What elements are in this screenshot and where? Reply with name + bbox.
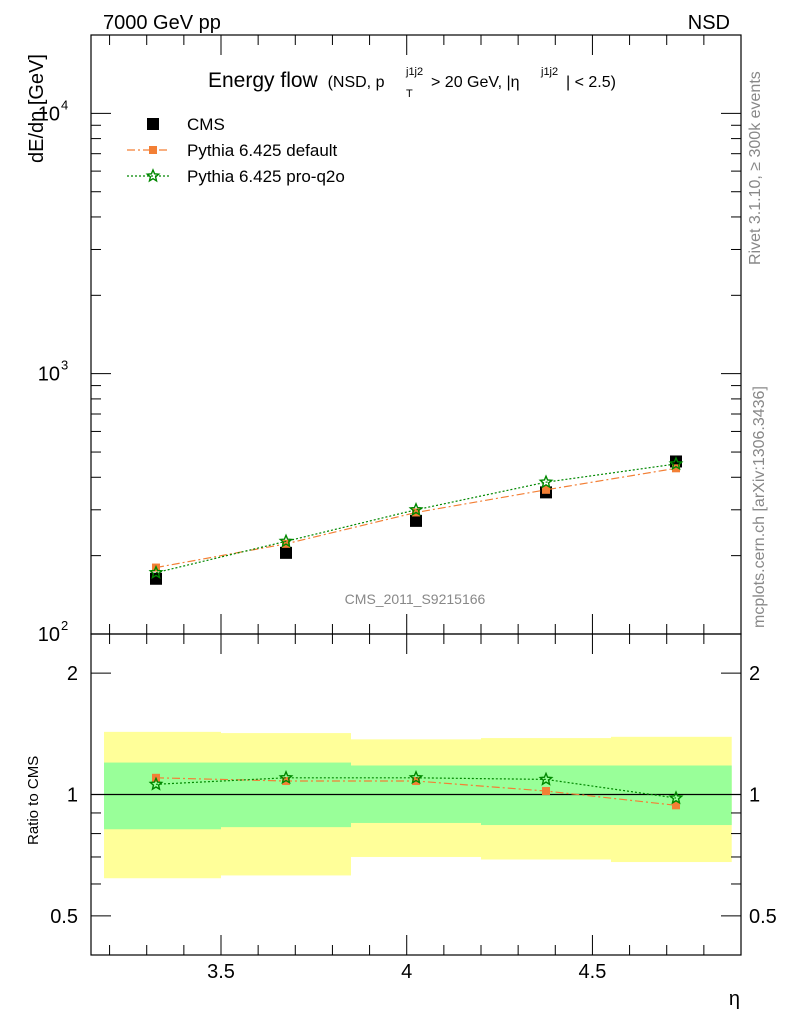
chart-subtitle-mid: > 20 GeV, |η [431, 74, 520, 91]
ratio-series-0-point [542, 787, 550, 796]
x-axis-label: η [729, 988, 740, 1010]
chart-title: Energy flow (NSD, p [208, 69, 385, 92]
x-tick-label: 4 [401, 961, 412, 983]
ratio-y-tick-label: 2 [67, 663, 78, 685]
chart-subtitle-sup2: j1j2 [540, 66, 558, 78]
series-1-point [542, 485, 550, 494]
series-0-point [410, 514, 422, 527]
header-left: 7000 GeV pp [103, 12, 221, 34]
legend-marker [149, 146, 157, 154]
y-axis-label: dE/dη [GeV] [26, 54, 48, 163]
analysis-watermark: CMS_2011_S9215166 [345, 591, 486, 607]
x-tick-label: 3.5 [207, 961, 235, 983]
y-tick-label-base: 10 [38, 103, 60, 125]
ratio-series-1-point [668, 790, 684, 805]
series-2-point [278, 533, 294, 548]
header-right: NSD [688, 12, 730, 34]
series-2-line [155, 463, 677, 574]
ratio-series-1-point [538, 771, 554, 786]
y-tick-label-exponent: 3 [61, 358, 68, 373]
chart-subtitle-sub: T [406, 88, 413, 100]
y-tick-label-exponent: 4 [61, 97, 68, 112]
ratio-series-1-point [148, 776, 164, 791]
ratio-y-tick-label-right: 0.5 [749, 906, 777, 928]
series-1-point [672, 464, 680, 473]
ratio-series-0-point [672, 801, 680, 810]
ratio-y-tick-label-right: 2 [749, 663, 760, 685]
series-0-point [280, 546, 292, 559]
uncertainty-band-green-4 [611, 765, 732, 826]
ratio-y-axis-label: Ratio to CMS [25, 756, 42, 845]
ratio-series-1-point [408, 769, 424, 785]
chart-subtitle-sup: j1j2 [405, 66, 423, 78]
chart-subtitle-close: | < 2.5) [566, 74, 616, 91]
ratio-y-tick-label: 1 [67, 785, 78, 807]
uncertainty-band-green-0 [104, 762, 221, 830]
legend-marker [145, 168, 161, 183]
legend-marker [147, 118, 159, 130]
y-tick-label-exponent: 2 [61, 618, 68, 633]
mcplots-label: mcplots.cern.ch [arXiv:1306.3436] [751, 386, 768, 628]
legend-label: Pythia 6.425 default [187, 141, 338, 160]
y-tick-label-base: 10 [38, 364, 60, 386]
legend-label: CMS [187, 115, 225, 134]
ratio-series-1-point [278, 769, 294, 785]
chart-subtitle-open: (NSD, p [328, 74, 385, 91]
x-tick-label: 4.5 [579, 961, 607, 983]
rivet-label: Rivet 3.1.10, ≥ 300k events [747, 71, 764, 265]
legend-label: Pythia 6.425 pro-q2o [187, 167, 345, 186]
ratio-series-1-line [155, 777, 677, 799]
series-2-point [668, 456, 684, 471]
series-2-point [408, 501, 424, 517]
series-2-point [538, 474, 554, 489]
y-tick-label-base: 10 [38, 624, 60, 646]
ratio-y-tick-label-right: 1 [749, 785, 760, 807]
ratio-y-tick-label: 0.5 [50, 906, 78, 928]
series-2-point [148, 564, 164, 580]
